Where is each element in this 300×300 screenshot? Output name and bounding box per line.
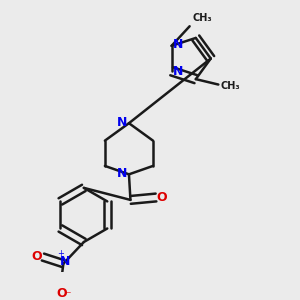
Text: N: N — [59, 255, 70, 268]
Text: O: O — [57, 287, 67, 300]
Text: O: O — [156, 191, 167, 204]
Text: +: + — [57, 249, 64, 258]
Text: N: N — [173, 65, 183, 78]
Text: N: N — [173, 38, 183, 51]
Text: ⁻: ⁻ — [64, 289, 71, 300]
Text: CH₃: CH₃ — [192, 13, 212, 23]
Text: N: N — [117, 167, 128, 180]
Text: CH₃: CH₃ — [221, 81, 240, 91]
Text: N: N — [117, 116, 128, 129]
Text: O: O — [32, 250, 42, 263]
